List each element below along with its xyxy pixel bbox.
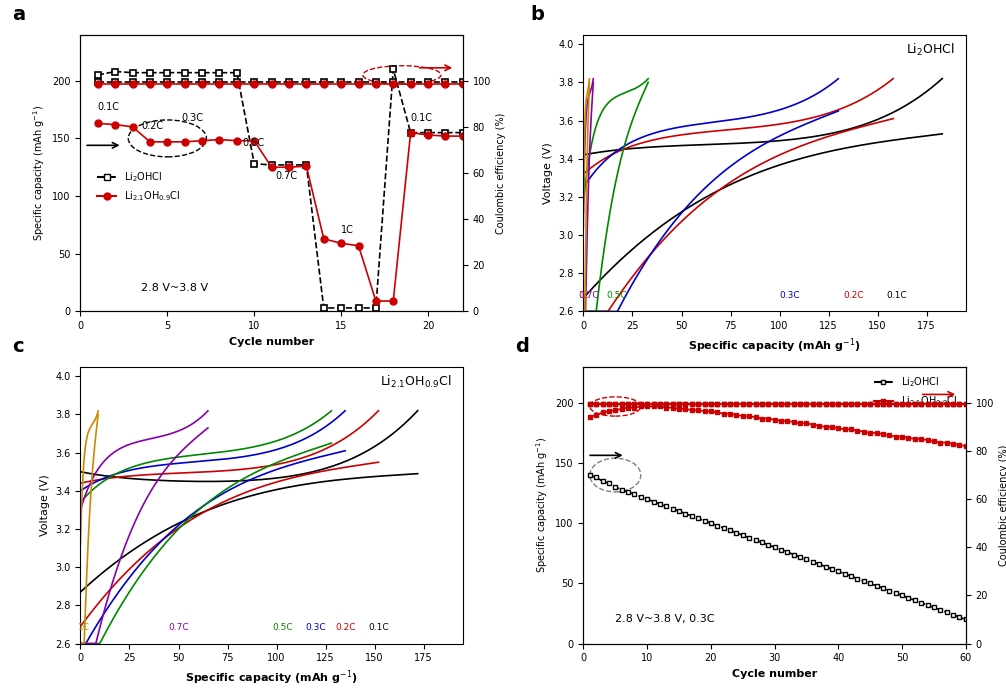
Text: 0.3C: 0.3C xyxy=(181,113,203,123)
Legend: Li$_2$OHCl, Li$_{2.1}$OH$_{0.9}$Cl: Li$_2$OHCl, Li$_{2.1}$OH$_{0.9}$Cl xyxy=(869,372,961,412)
Text: 0.7C: 0.7C xyxy=(275,171,297,181)
X-axis label: Cycle number: Cycle number xyxy=(229,337,314,347)
Text: 0.3C: 0.3C xyxy=(779,291,800,300)
Text: a: a xyxy=(12,5,25,24)
Text: 2.8 V~3.8 V: 2.8 V~3.8 V xyxy=(141,282,208,293)
Text: c: c xyxy=(12,337,23,356)
Text: 0.1C: 0.1C xyxy=(887,291,907,300)
Text: 1C: 1C xyxy=(341,225,354,235)
Text: 0.2C: 0.2C xyxy=(844,291,864,300)
Text: 0.2C: 0.2C xyxy=(141,121,163,131)
X-axis label: Specific capacity (mAh g$^{-1}$): Specific capacity (mAh g$^{-1}$) xyxy=(688,337,861,355)
Y-axis label: Specific capacity (mAh g$^{-1}$): Specific capacity (mAh g$^{-1}$) xyxy=(31,105,46,241)
Y-axis label: Specific capacity (mAh g$^{-1}$): Specific capacity (mAh g$^{-1}$) xyxy=(534,437,549,573)
Text: 0.5C: 0.5C xyxy=(607,291,627,300)
Y-axis label: Voltage (V): Voltage (V) xyxy=(543,142,553,204)
Text: 0.7C: 0.7C xyxy=(578,291,599,300)
Text: 0.1C: 0.1C xyxy=(368,623,388,632)
Text: 0.5C: 0.5C xyxy=(242,138,265,149)
Text: 1C: 1C xyxy=(578,291,591,300)
Text: 0.1C: 0.1C xyxy=(98,102,120,111)
Text: 0.7C: 0.7C xyxy=(168,623,189,632)
Text: 0.3C: 0.3C xyxy=(306,623,326,632)
Text: Li$_2$OHCl: Li$_2$OHCl xyxy=(905,42,955,58)
Text: 0.1C: 0.1C xyxy=(410,113,433,123)
X-axis label: Cycle number: Cycle number xyxy=(732,669,817,679)
Text: 0.2C: 0.2C xyxy=(335,623,355,632)
Y-axis label: Voltage (V): Voltage (V) xyxy=(40,474,50,536)
Text: Li$_{2.1}$OH$_{0.9}$Cl: Li$_{2.1}$OH$_{0.9}$Cl xyxy=(380,374,452,390)
Text: b: b xyxy=(530,5,544,24)
Text: 0.5C: 0.5C xyxy=(272,623,293,632)
X-axis label: Specific capacity (mAh g$^{-1}$): Specific capacity (mAh g$^{-1}$) xyxy=(185,669,358,687)
Y-axis label: Coulombic efficiency (%): Coulombic efficiency (%) xyxy=(496,112,506,234)
Text: 2.8 V~3.8 V, 0.3C: 2.8 V~3.8 V, 0.3C xyxy=(616,614,715,624)
Y-axis label: Coulombic efficiency (%): Coulombic efficiency (%) xyxy=(999,444,1006,566)
Text: d: d xyxy=(515,337,528,356)
Text: 1C: 1C xyxy=(78,623,91,632)
Legend: Li$_2$OHCl, Li$_{2.1}$OH$_{0.9}$Cl: Li$_2$OHCl, Li$_{2.1}$OH$_{0.9}$Cl xyxy=(93,167,184,207)
